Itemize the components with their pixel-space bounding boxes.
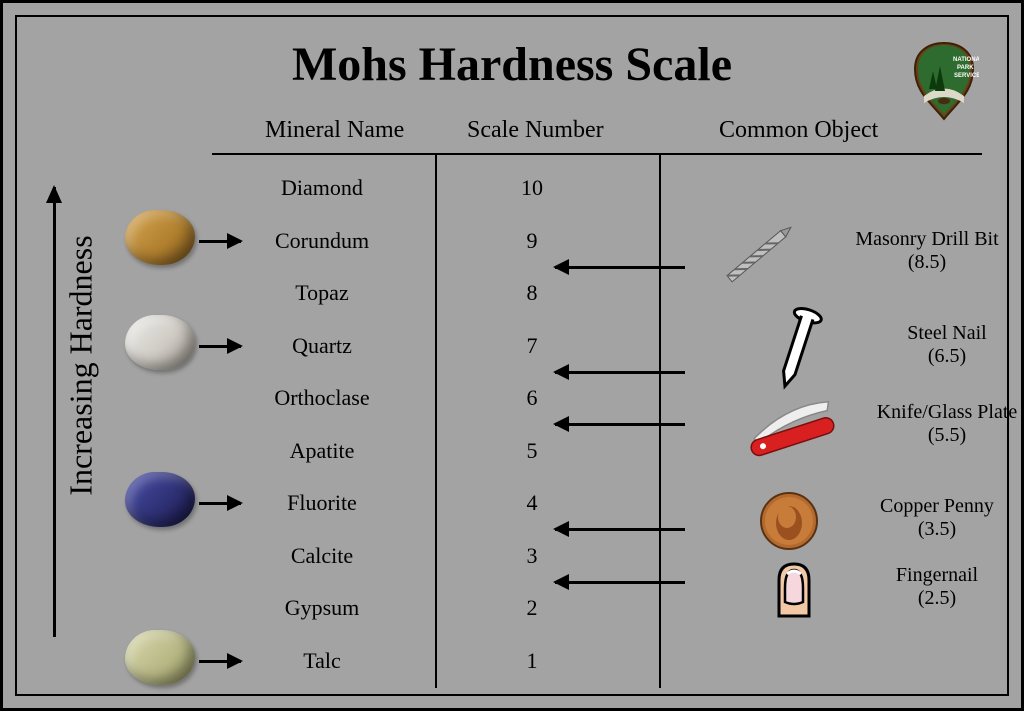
hardness-axis-arrow [53,187,56,637]
scale-9: 9 [502,228,562,254]
svg-text:SERVICE: SERVICE [954,73,979,79]
svg-text:PARK: PARK [957,65,974,71]
vsep-1 [435,153,437,688]
scale-5: 5 [502,438,562,464]
scale-8: 8 [502,280,562,306]
scale-3: 3 [502,543,562,569]
col-header-object: Common Object [719,117,878,144]
rock-arrow [199,502,241,505]
rock-sample-icon [125,472,195,527]
object-label: Steel Nail(6.5) [857,322,1024,368]
penny-icon [757,489,821,558]
rock-sample-icon [125,315,195,370]
page-title: Mohs Hardness Scale [17,37,1007,92]
hardness-axis-label: Increasing Hardness [63,235,100,495]
mineral-apatite: Apatite [237,438,407,464]
object-arrow [555,581,685,584]
rock-sample-icon [125,210,195,265]
scale-10: 10 [502,175,562,201]
mineral-fluorite: Fluorite [237,490,407,516]
object-label: Copper Penny(3.5) [847,495,1024,541]
drill-icon [712,222,802,297]
object-label: Knife/Glass Plate(5.5) [857,401,1024,447]
inner-border: Mohs Hardness Scale NATIONAL PARK SERVIC… [15,15,1009,696]
scale-6: 6 [502,385,562,411]
scale-2: 2 [502,595,562,621]
mineral-quartz: Quartz [237,333,407,359]
mineral-gypsum: Gypsum [237,595,407,621]
mineral-diamond: Diamond [237,175,407,201]
object-arrow [555,266,685,269]
rock-arrow [199,240,241,243]
scale-7: 7 [502,333,562,359]
nps-logo: NATIONAL PARK SERVICE [909,41,979,121]
rock-sample-icon [125,630,195,685]
col-header-scale: Scale Number [467,117,604,144]
scale-1: 1 [502,648,562,674]
vsep-2 [659,153,661,688]
scale-4: 4 [502,490,562,516]
object-label: Masonry Drill Bit(8.5) [837,228,1017,274]
rock-arrow [199,660,241,663]
object-label: Fingernail(2.5) [847,564,1024,610]
nail-icon [757,304,837,399]
object-arrow [555,528,685,531]
knife-icon [735,399,845,464]
mineral-calcite: Calcite [237,543,407,569]
header-rule [212,153,982,155]
rock-arrow [199,345,241,348]
mineral-orthoclase: Orthoclase [237,385,407,411]
nail-finger-icon [769,558,819,623]
object-arrow [555,371,685,374]
object-arrow [555,423,685,426]
mineral-topaz: Topaz [237,280,407,306]
col-header-mineral: Mineral Name [265,117,404,144]
svg-text:NATIONAL: NATIONAL [953,57,979,63]
mohs-chart-frame: Mohs Hardness Scale NATIONAL PARK SERVIC… [0,0,1024,711]
mineral-corundum: Corundum [237,228,407,254]
mineral-talc: Talc [237,648,407,674]
